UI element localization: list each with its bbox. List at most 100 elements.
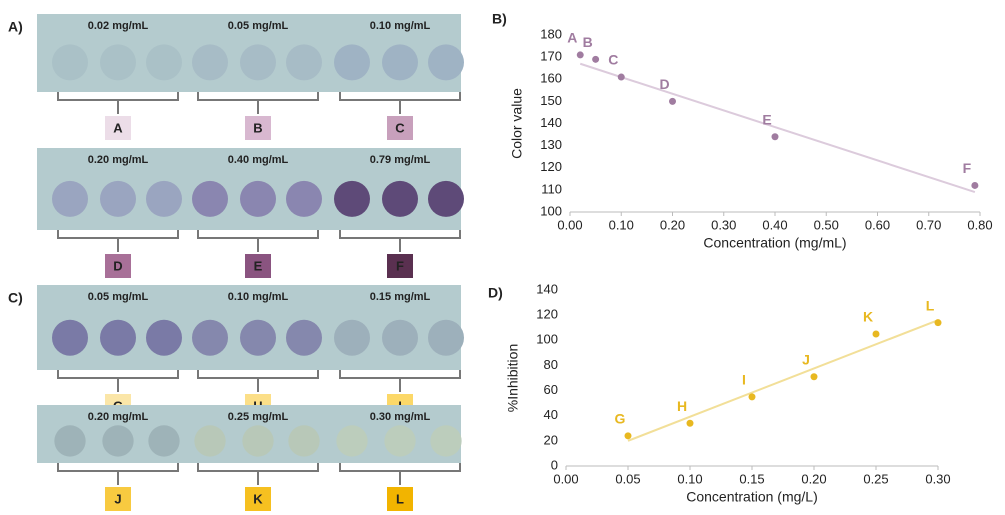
letter-label: C [395, 120, 405, 135]
well [428, 44, 464, 80]
letter-label: A [113, 120, 123, 135]
x-axis-label: Concentration (mg/L) [686, 489, 818, 505]
well [286, 181, 322, 217]
y-tick-label: 100 [536, 332, 558, 347]
data-point [873, 331, 880, 338]
y-axis-label: %Inhibition [505, 344, 521, 413]
well [100, 44, 136, 80]
x-tick-label: 0.70 [916, 217, 941, 232]
letter-label: L [396, 491, 404, 506]
well [334, 320, 370, 356]
y-tick-label: 120 [540, 159, 562, 174]
well [146, 181, 182, 217]
x-tick-label: 0.40 [762, 217, 787, 232]
y-tick-label: 140 [540, 115, 562, 130]
concentration-label: 0.10 mg/mL [228, 291, 289, 303]
well [146, 320, 182, 356]
x-tick-label: 0.80 [967, 217, 992, 232]
letter-label: K [253, 491, 263, 506]
well [428, 320, 464, 356]
y-tick-label: 20 [544, 432, 558, 447]
bracket [58, 230, 178, 252]
bracket [340, 92, 460, 114]
well [288, 425, 319, 456]
y-tick-label: 40 [544, 407, 558, 422]
well [52, 320, 88, 356]
concentration-label: 0.15 mg/mL [370, 291, 431, 303]
x-tick-label: 0.20 [660, 217, 685, 232]
trendline [628, 320, 938, 441]
well [54, 425, 85, 456]
letter-label: D [113, 258, 122, 273]
y-tick-label: 60 [544, 382, 558, 397]
panel-label: C) [8, 290, 23, 306]
data-point [577, 51, 584, 58]
panel-label: A) [8, 19, 23, 35]
x-tick-label: 0.00 [557, 217, 582, 232]
bracket [340, 370, 460, 392]
y-tick-label: 140 [536, 281, 558, 296]
well [336, 425, 367, 456]
data-point [772, 133, 779, 140]
point-label: L [926, 297, 935, 313]
well [382, 44, 418, 80]
point-label: A [567, 30, 577, 46]
y-tick-label: 0 [551, 457, 558, 472]
well [430, 425, 461, 456]
trendline [580, 64, 975, 192]
data-point [625, 432, 632, 439]
well [240, 181, 276, 217]
well [240, 320, 276, 356]
concentration-label: 0.40 mg/mL [228, 154, 289, 166]
letter-label: E [254, 258, 263, 273]
well [100, 320, 136, 356]
bracket [340, 463, 460, 485]
x-tick-label: 0.50 [814, 217, 839, 232]
well [52, 181, 88, 217]
point-label: C [608, 52, 618, 68]
y-tick-label: 160 [540, 71, 562, 86]
well [102, 425, 133, 456]
y-tick-label: 180 [540, 26, 562, 41]
x-tick-label: 0.30 [925, 471, 950, 486]
data-point [749, 393, 756, 400]
well [286, 44, 322, 80]
panel-label: D) [488, 285, 503, 301]
x-tick-label: 0.30 [711, 217, 736, 232]
x-tick-label: 0.00 [553, 471, 578, 486]
bracket [58, 92, 178, 114]
y-axis-label: Color value [509, 88, 525, 159]
data-point [935, 319, 942, 326]
concentration-label: 0.79 mg/mL [370, 154, 431, 166]
x-tick-label: 0.20 [801, 471, 826, 486]
well [192, 181, 228, 217]
concentration-label: 0.02 mg/mL [88, 20, 149, 32]
letter-label: J [114, 491, 121, 506]
x-tick-label: 0.15 [739, 471, 764, 486]
bracket [198, 463, 318, 485]
y-tick-label: 170 [540, 49, 562, 64]
data-point [669, 98, 676, 105]
bracket [340, 230, 460, 252]
concentration-label: 0.05 mg/mL [228, 20, 289, 32]
well [148, 425, 179, 456]
well [334, 181, 370, 217]
point-label: G [615, 411, 626, 427]
bracket [58, 370, 178, 392]
well [384, 425, 415, 456]
well [192, 320, 228, 356]
well [192, 44, 228, 80]
x-tick-label: 0.05 [615, 471, 640, 486]
y-tick-label: 110 [541, 181, 562, 196]
point-label: K [863, 309, 873, 325]
point-label: D [659, 76, 669, 92]
panel-label: B) [492, 11, 507, 27]
point-label: F [963, 160, 972, 176]
data-point [618, 74, 625, 81]
point-label: I [742, 372, 746, 388]
well [194, 425, 225, 456]
well [382, 181, 418, 217]
point-label: B [583, 34, 593, 50]
point-label: H [677, 398, 687, 414]
point-label: E [762, 111, 771, 127]
